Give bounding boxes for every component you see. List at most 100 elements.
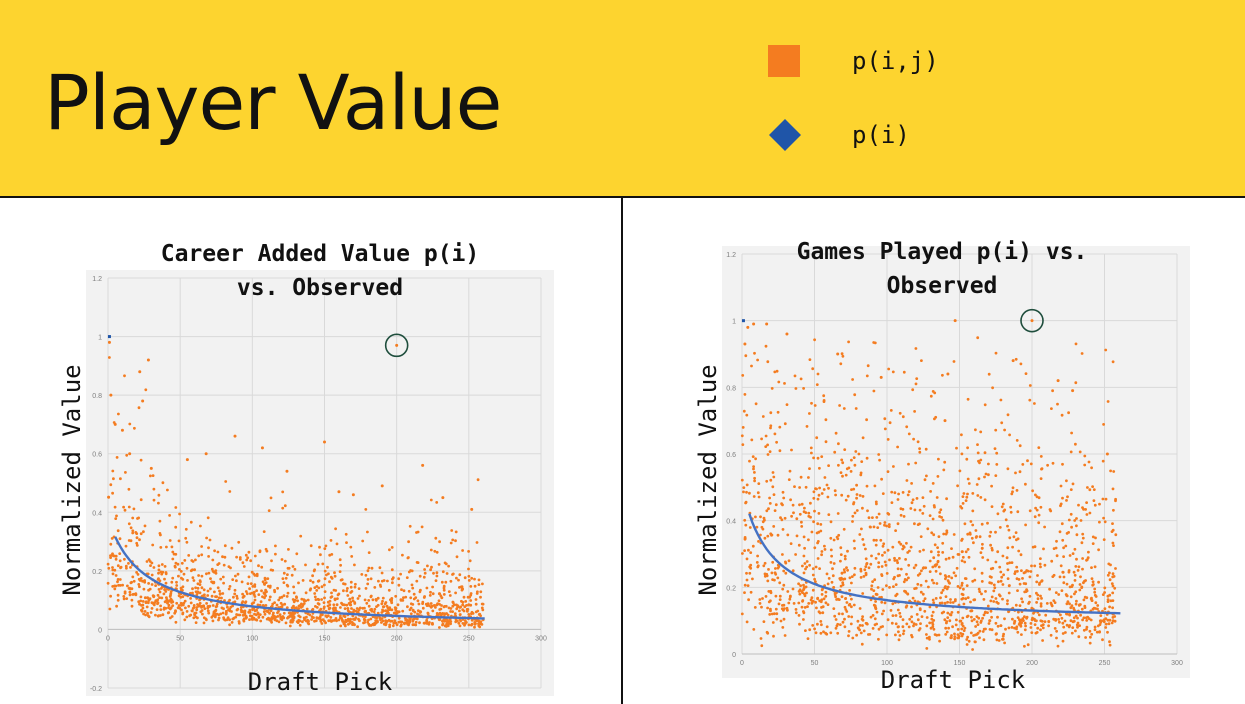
observed-point (1103, 607, 1107, 611)
observed-point (980, 522, 984, 526)
observed-point (742, 409, 746, 413)
observed-point (364, 508, 368, 511)
observed-point (747, 548, 750, 552)
observed-point (308, 613, 312, 617)
observed-point (975, 620, 979, 624)
observed-point (922, 566, 926, 570)
observed-point (1111, 575, 1115, 579)
observed-point (339, 624, 343, 628)
observed-point (877, 453, 881, 456)
observed-point (368, 624, 371, 627)
observed-point (1111, 599, 1115, 602)
observed-point (1048, 587, 1051, 591)
observed-point (299, 534, 303, 538)
observed-point (330, 595, 334, 598)
observed-point (349, 591, 353, 594)
observed-point (947, 556, 951, 560)
observed-point (1017, 623, 1021, 626)
observed-point (873, 341, 877, 345)
observed-point (373, 616, 377, 619)
observed-point (880, 595, 883, 599)
observed-point (1024, 582, 1028, 586)
observed-point (974, 529, 978, 532)
observed-point (865, 562, 869, 565)
observed-point (241, 610, 245, 613)
observed-point (901, 544, 905, 548)
observed-point (442, 593, 446, 596)
observed-point (806, 605, 809, 608)
observed-point (174, 610, 177, 613)
observed-point (881, 492, 885, 495)
observed-point (771, 560, 775, 564)
observed-point (385, 604, 389, 608)
observed-point (395, 610, 399, 613)
observed-point (171, 604, 175, 607)
observed-point (1039, 628, 1042, 632)
observed-point (1085, 625, 1089, 629)
observed-point (791, 503, 795, 507)
observed-point (439, 607, 443, 611)
observed-point (467, 567, 470, 571)
observed-point (930, 617, 934, 621)
observed-point (754, 457, 757, 461)
observed-point (1031, 545, 1035, 549)
observed-point (1103, 591, 1106, 594)
observed-point (867, 566, 871, 570)
observed-point (1067, 411, 1070, 415)
observed-point (442, 605, 446, 609)
observed-point (878, 458, 881, 462)
observed-point (905, 479, 909, 482)
observed-point (817, 493, 821, 497)
observed-point (816, 497, 820, 501)
observed-point (778, 594, 782, 598)
observed-point (743, 342, 747, 346)
observed-point (343, 607, 347, 610)
observed-point (967, 555, 971, 559)
observed-point (336, 597, 339, 600)
observed-point (1043, 620, 1047, 623)
observed-point (799, 377, 803, 381)
observed-point (1052, 547, 1056, 550)
observed-point (843, 625, 847, 629)
observed-point (466, 595, 470, 599)
observed-point (998, 526, 1002, 529)
observed-point (1040, 467, 1043, 471)
observed-point (861, 592, 865, 595)
observed-point (987, 622, 991, 625)
observed-point (225, 618, 229, 622)
observed-point (816, 557, 820, 560)
observed-point (1073, 592, 1076, 596)
observed-point (816, 540, 820, 543)
observed-point (271, 613, 275, 617)
observed-point (790, 448, 793, 452)
observed-point (281, 603, 284, 607)
observed-point (334, 606, 337, 610)
observed-point (825, 483, 829, 487)
observed-point (189, 597, 192, 600)
observed-point (202, 621, 206, 625)
observed-point (800, 605, 804, 609)
observed-point (185, 615, 189, 619)
observed-point (298, 623, 302, 627)
observed-point (269, 568, 273, 572)
observed-point (1030, 631, 1034, 634)
observed-point (844, 597, 847, 600)
observed-point (905, 622, 909, 626)
observed-point (886, 548, 890, 552)
observed-point (802, 571, 806, 575)
observed-point (1106, 630, 1109, 634)
observed-point (1061, 496, 1064, 500)
observed-point (797, 601, 801, 605)
observed-point (167, 603, 171, 607)
observed-point (369, 617, 373, 621)
observed-point (820, 588, 824, 592)
observed-point (129, 566, 132, 569)
observed-point (800, 590, 804, 593)
observed-point (208, 538, 212, 542)
observed-point (401, 609, 405, 613)
observed-point (459, 605, 463, 609)
observed-point (1057, 593, 1061, 596)
observed-point (180, 576, 183, 580)
observed-point (151, 543, 155, 547)
observed-point (831, 567, 834, 571)
